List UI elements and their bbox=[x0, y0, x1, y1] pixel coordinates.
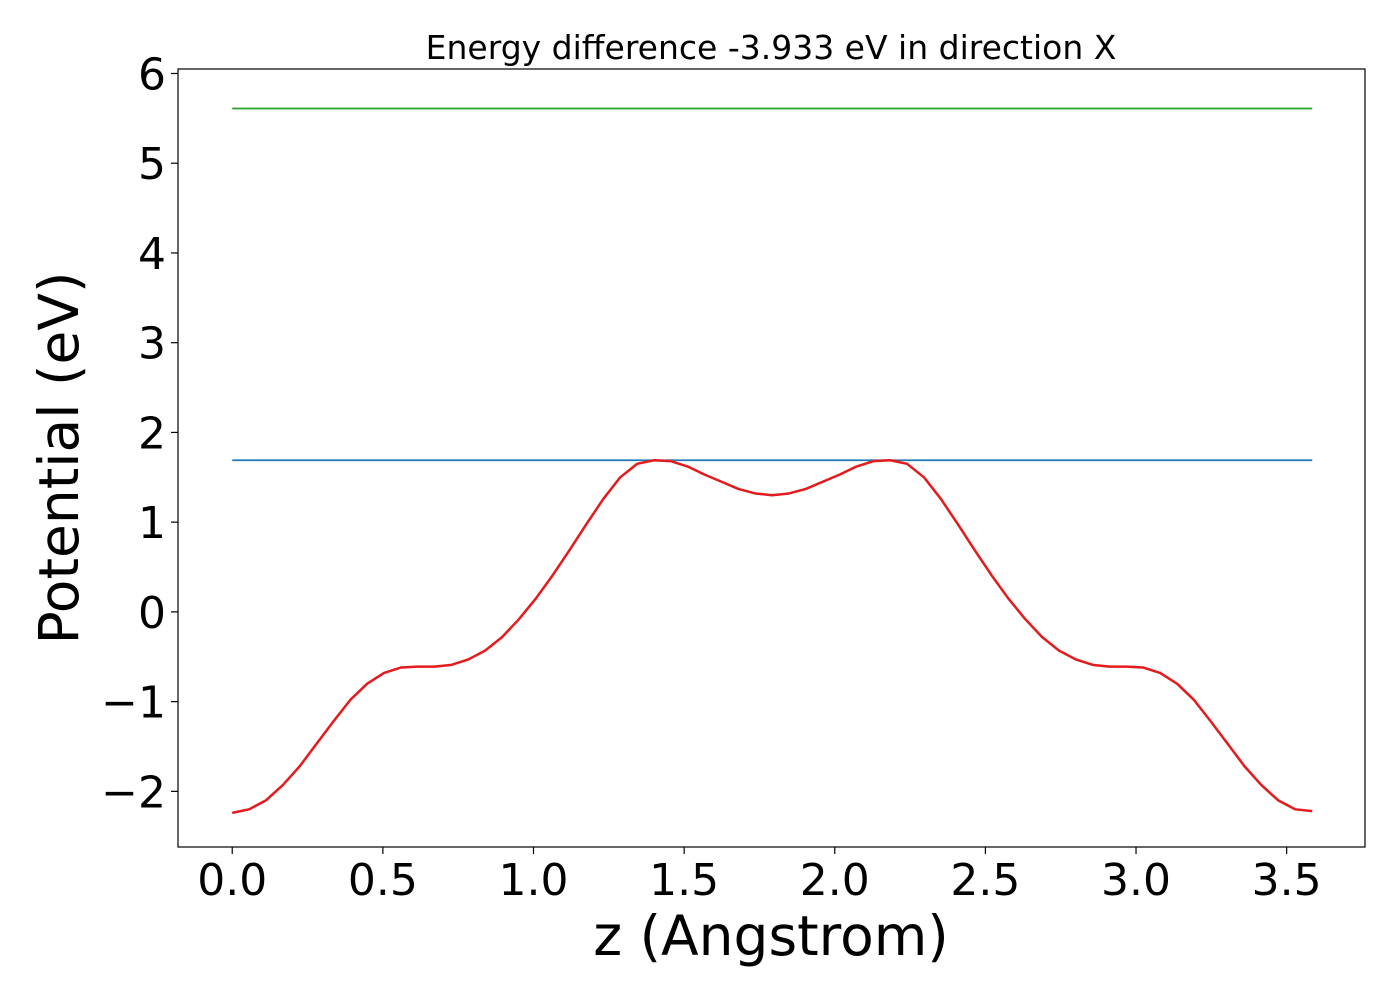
plot-area-frame bbox=[177, 68, 1366, 848]
series-layer bbox=[231, 107, 1313, 815]
x-axis: 0.0 0.5 1.0 1.5 2.0 2.5 3.0 3.5 bbox=[197, 847, 1322, 906]
x-tick-label: 3.5 bbox=[1252, 855, 1322, 906]
y-tick-label: −2 bbox=[101, 767, 166, 818]
x-tick-label: 3.0 bbox=[1101, 855, 1171, 906]
y-tick-label: 6 bbox=[138, 49, 166, 100]
x-tick-label: 1.0 bbox=[499, 855, 569, 906]
y-tick-label: 0 bbox=[138, 588, 166, 639]
y-tick-label: 1 bbox=[138, 498, 166, 549]
y-axis-label: Potential (eV) bbox=[27, 272, 91, 645]
series-line-3 bbox=[231, 458, 1313, 815]
chart-title: Energy difference -3.933 eV in direction… bbox=[426, 28, 1117, 67]
x-tick-label: 0.0 bbox=[197, 855, 267, 906]
x-axis-label: z (Angstrom) bbox=[593, 904, 949, 968]
x-tick-label: 2.5 bbox=[950, 855, 1020, 906]
y-tick-label: 3 bbox=[138, 319, 166, 370]
x-tick-label: 2.0 bbox=[800, 855, 870, 906]
x-tick-label: 0.5 bbox=[348, 855, 418, 906]
y-tick-label: −1 bbox=[101, 678, 166, 729]
y-tick-label: 2 bbox=[138, 408, 166, 459]
y-tick-label: 5 bbox=[138, 139, 166, 190]
x-tick-label: 1.5 bbox=[649, 855, 719, 906]
y-tick-label: 4 bbox=[138, 229, 166, 280]
y-axis: −2 −1 0 1 2 3 4 5 6 bbox=[101, 49, 178, 818]
